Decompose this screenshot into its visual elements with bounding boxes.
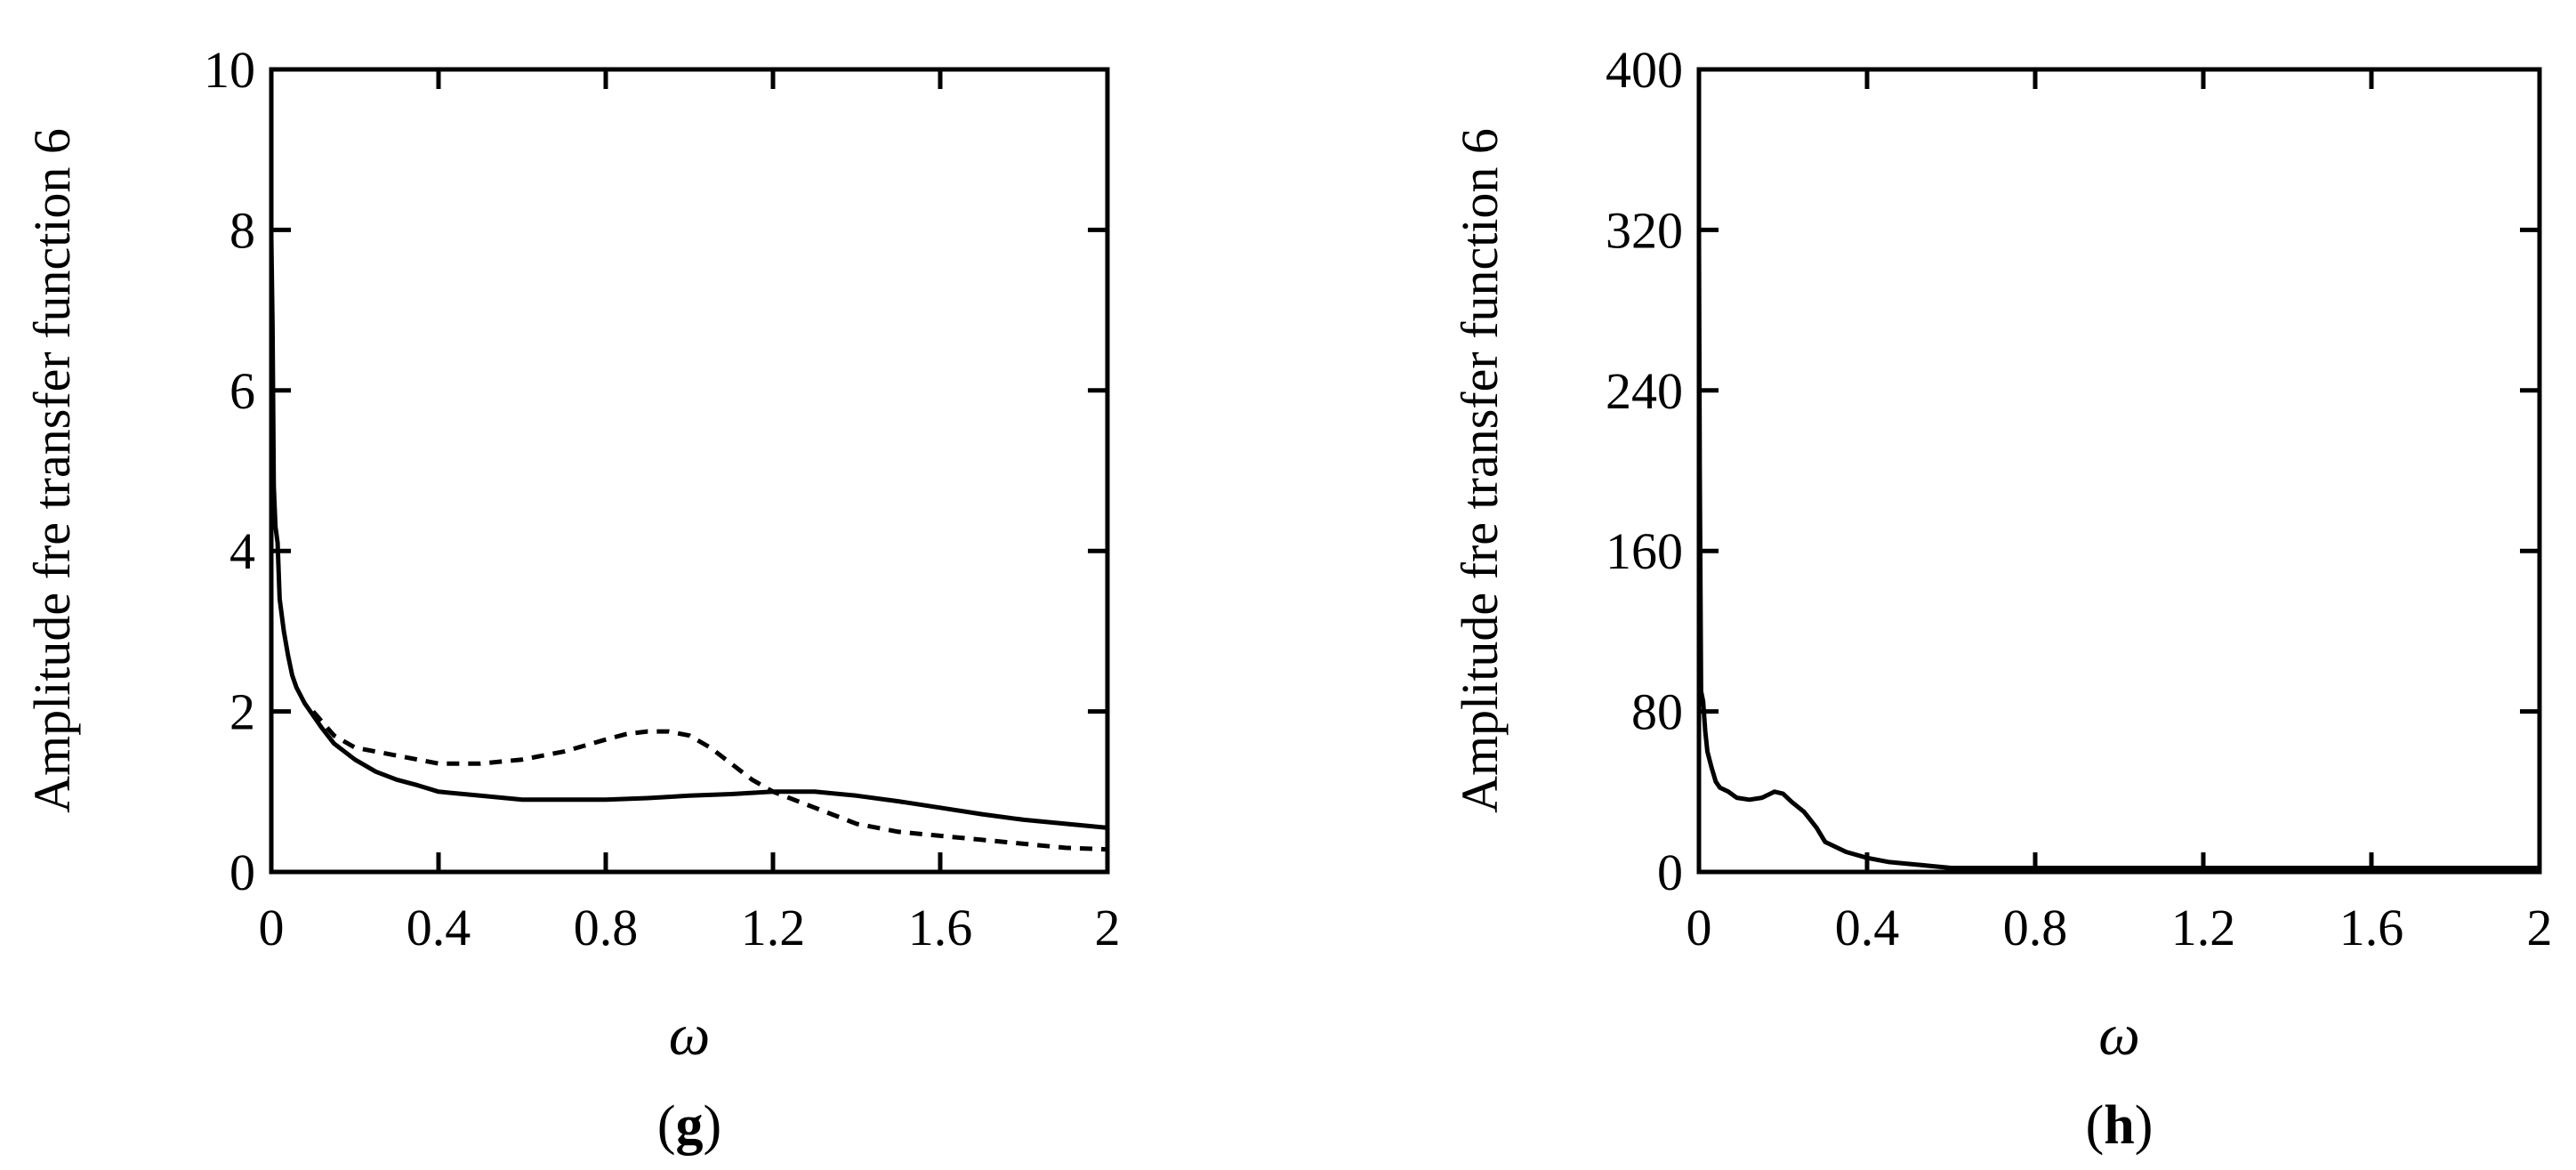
- x-tick-label-g-3: 1.2: [741, 899, 806, 956]
- y-tick-label-h-5: 400: [1606, 41, 1683, 99]
- y-tick-label-h-2: 160: [1606, 522, 1683, 580]
- panel-label-close-g: ): [704, 1095, 722, 1156]
- x-tick-label-g-2: 0.8: [574, 899, 639, 956]
- panel-label-letter-g: g: [676, 1095, 704, 1156]
- x-tick-label-h-4: 1.6: [2339, 899, 2404, 956]
- panel-label-g: (g): [657, 1095, 721, 1156]
- x-tick-label-g-4: 1.6: [908, 899, 973, 956]
- panel-label-letter-h: h: [2104, 1095, 2134, 1156]
- x-tick-label-h-1: 0.4: [1835, 899, 1900, 956]
- x-axis-label-g: ω: [669, 1003, 711, 1068]
- y-tick-label-g-1: 2: [229, 683, 255, 741]
- x-tick-label-h-2: 0.8: [2003, 899, 2068, 956]
- x-tick-label-g-0: 0: [259, 899, 285, 956]
- panel-label-close-h: ): [2135, 1095, 2153, 1156]
- plot-frame-h: [1696, 67, 2542, 875]
- x-tick-label-g-5: 2: [1095, 899, 1121, 956]
- panel-h: 0 0.4 0.8 1.2 1.6 2 0 80 160 240 320 400 Amplitude f…: [1451, 41, 2553, 1156]
- x-tick-label-h-5: 2: [2527, 899, 2553, 956]
- y-tick-label-h-0: 0: [1657, 843, 1683, 901]
- y-tick-label-g-3: 6: [229, 362, 255, 420]
- series-line-h-solid: [1696, 239, 2540, 870]
- series-line-g-solid: [269, 238, 1108, 830]
- panel-label-open-g: (: [657, 1095, 676, 1156]
- x-tick-label-g-1: 0.4: [407, 899, 471, 956]
- x-tick-label-h-3: 1.2: [2171, 899, 2236, 956]
- series-line-g-dashed: [311, 709, 1108, 852]
- panel-label-h: (h): [2086, 1095, 2153, 1156]
- y-tick-label-h-3: 240: [1606, 362, 1683, 420]
- y-tick-label-g-2: 4: [229, 522, 255, 580]
- y-tick-label-h-1: 80: [1631, 683, 1683, 741]
- panel-g: 0 0.4 0.8 1.2 1.6 2 0 2 4 6 8 10 Amplitude fre trans…: [23, 41, 1121, 1156]
- y-tick-label-g-5: 10: [204, 41, 255, 99]
- y-tick-label-g-0: 0: [229, 843, 255, 901]
- panel-label-open-h: (: [2086, 1095, 2105, 1156]
- y-tick-label-g-4: 8: [229, 201, 255, 259]
- y-axis-label-g: Amplitude fre transfer function 6: [23, 128, 81, 813]
- plot-frame-g: [269, 67, 1110, 875]
- x-axis-label-h: ω: [2098, 1003, 2140, 1068]
- x-tick-label-h-0: 0: [1686, 899, 1712, 956]
- y-tick-label-h-4: 320: [1606, 201, 1683, 259]
- y-axis-label-h: Amplitude fre transfer function 6: [1451, 128, 1509, 813]
